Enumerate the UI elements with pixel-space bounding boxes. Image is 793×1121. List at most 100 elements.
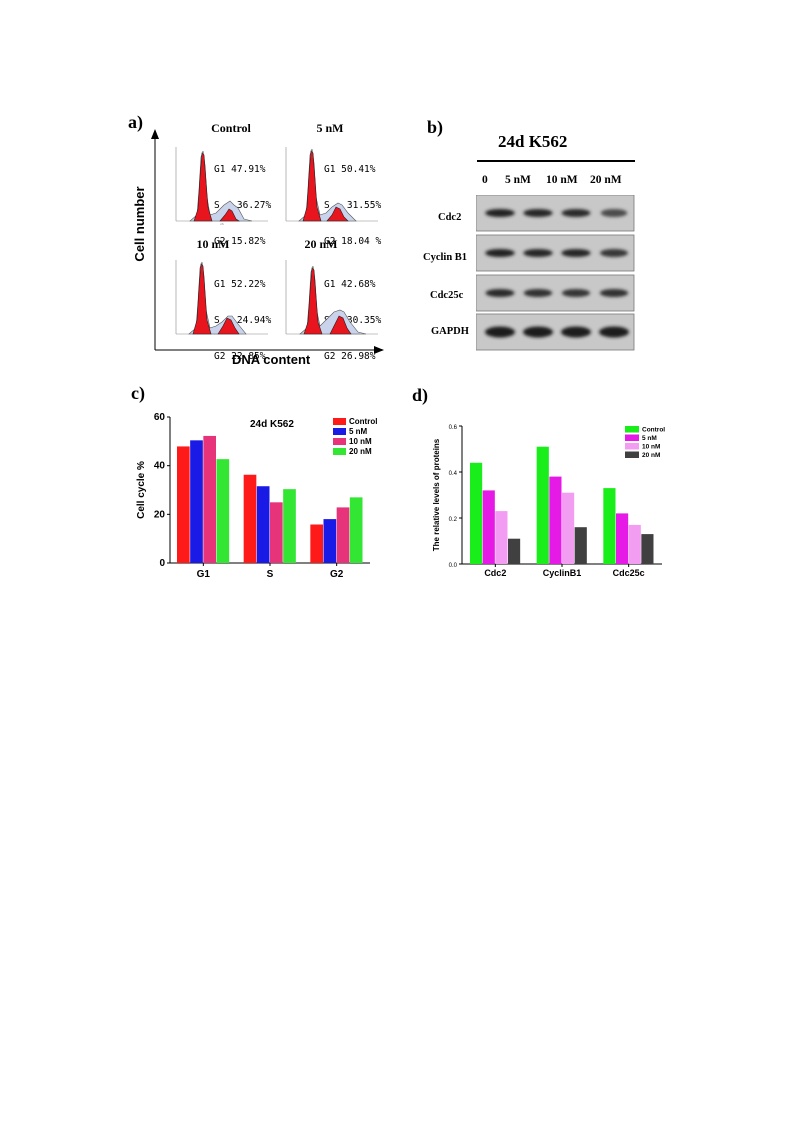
western-blot-image (476, 195, 635, 351)
bar-10-nm-cdc25c (628, 524, 641, 564)
blot-band (599, 249, 629, 257)
y-tick-label: 40 (154, 461, 166, 472)
bar-20-nm-g2 (349, 497, 363, 563)
blot-label-gapdh: GAPDH (431, 326, 469, 337)
histogram-stats-control: G1 47.91% S 36.27% G2 15.82% (214, 140, 271, 260)
bar-5-nm-s (256, 486, 270, 563)
histogram-title-20nm: 20 nM (304, 237, 338, 251)
legend-label: 5 nM (642, 435, 657, 442)
flow-histogram-20nm (285, 260, 378, 335)
y-tick-label: 0.6 (449, 425, 458, 431)
bar-10-nm-g2 (336, 507, 350, 563)
blot-band (523, 209, 553, 217)
bar-20-nm-g1 (216, 459, 230, 563)
y-axis-label: The relative levels of proteins (432, 438, 441, 551)
legend-swatch (333, 448, 346, 455)
bar-20-nm-s (283, 489, 296, 563)
bar-20-nm-cdc2 (508, 538, 521, 564)
histogram-title-control: Control (211, 121, 251, 135)
blot-band (485, 326, 515, 338)
blot-band (485, 289, 515, 297)
panel-d-letter: d) (412, 385, 429, 405)
flow-histogram-5nm (285, 147, 378, 222)
blot-band (485, 209, 515, 217)
legend-label: 10 nM (349, 437, 372, 446)
western-blot-title: 24d K562 (498, 132, 568, 151)
histogram-title-10nm: 10 nM (196, 237, 230, 251)
y-tick-label: 0.0 (449, 563, 458, 569)
blot-band (485, 249, 515, 257)
bar-control-g1 (177, 446, 190, 563)
bar-5-nm-cdc25c (616, 513, 629, 564)
blot-label-cdc25c: Cdc25c (430, 290, 464, 301)
legend-label: 20 nM (349, 447, 372, 456)
bar-5-nm-cyclinb1 (549, 476, 562, 564)
y-axis-label: Cell cycle % (136, 461, 147, 519)
lane-label-5nm: 5 nM (505, 174, 531, 186)
y-tick-label: 20 (154, 509, 166, 520)
blot-band (561, 326, 591, 338)
legend-label: 10 nM (642, 444, 660, 451)
flow-histogram-control: ch (175, 147, 268, 226)
stat-g2: G2 18.04 % (324, 236, 382, 247)
protein-levels-bar-chart: 0.0 0.2 0.4 0.6 Cdc2 CyclinB1 Cdc25c The relati… (432, 425, 665, 578)
title-underline (477, 160, 635, 162)
legend-label: 5 nM (349, 427, 368, 436)
bar-10-nm-cyclinb1 (562, 492, 575, 564)
panel-a-axes (151, 129, 384, 354)
panel-b-letter: b) (427, 117, 444, 137)
blot-band (561, 249, 591, 257)
panel-a-x-label: DNA content (232, 352, 311, 367)
panel-a-y-label: Cell number (132, 186, 147, 262)
bar-10-nm-cdc2 (495, 511, 508, 564)
legend-label: Control (642, 427, 665, 434)
bar-5-nm-g2 (323, 519, 337, 563)
legend-swatch (333, 418, 346, 425)
category-label: G1 (197, 569, 211, 580)
blot-band (599, 289, 629, 297)
legend-label: 20 nM (642, 452, 660, 459)
blot-band (523, 326, 553, 338)
stat-g1: G1 42.68% (324, 279, 376, 290)
bar-control-g2 (310, 524, 323, 563)
y-tick-label: 60 (154, 412, 166, 423)
category-label: S (267, 569, 274, 580)
bar-10-nm-g1 (203, 435, 216, 563)
lane-label-10nm: 10 nM (546, 174, 578, 186)
blot-band (561, 289, 591, 297)
bar-control-cyclinb1 (536, 446, 549, 564)
legend-swatch (333, 428, 346, 435)
legend-swatch (625, 434, 639, 441)
cell-cycle-bar-chart: 0 20 40 60 G1 S G2 Cell cycle % 24d K562 Control5… (136, 412, 377, 580)
bar-control-s (243, 474, 257, 563)
stat-g1: G1 50.41% (324, 164, 376, 175)
blot-label-cyclinb1: Cyclin B1 (423, 252, 468, 263)
blot-label-cdc2: Cdc2 (438, 212, 462, 223)
category-label: Cdc25c (613, 568, 645, 578)
panel-c-letter: c) (131, 383, 145, 403)
y-tick-label: 0.4 (449, 471, 458, 477)
y-tick-label: 0 (159, 558, 165, 569)
bar-control-cdc2 (470, 462, 483, 564)
blot-band (561, 209, 591, 217)
blot-band (600, 209, 628, 217)
stat-g1: G1 52.22% (214, 279, 266, 290)
stat-s: S 36.27% (214, 200, 272, 211)
legend-label: Control (349, 417, 377, 426)
bar-control-cdc25c (603, 488, 616, 564)
chart-title: 24d K562 (250, 419, 294, 430)
legend-swatch (625, 443, 639, 450)
stat-s: S 31.55% (324, 200, 382, 211)
bar-5-nm-cdc2 (482, 490, 495, 564)
panel-a-letter: a) (128, 112, 143, 132)
legend-swatch (333, 438, 346, 445)
stat-g2: G2 22.85% (214, 351, 266, 362)
stat-g1: G1 47.91% (214, 164, 266, 175)
blot-band (523, 289, 553, 297)
stat-g2: G2 15.82% (214, 236, 266, 247)
category-label: CyclinB1 (543, 568, 582, 578)
y-tick-label: 0.2 (449, 517, 458, 523)
histogram-title-5nm: 5 nM (316, 121, 344, 135)
bar-20-nm-cyclinb1 (574, 527, 587, 564)
lane-label-20nm: 20 nM (590, 174, 622, 186)
